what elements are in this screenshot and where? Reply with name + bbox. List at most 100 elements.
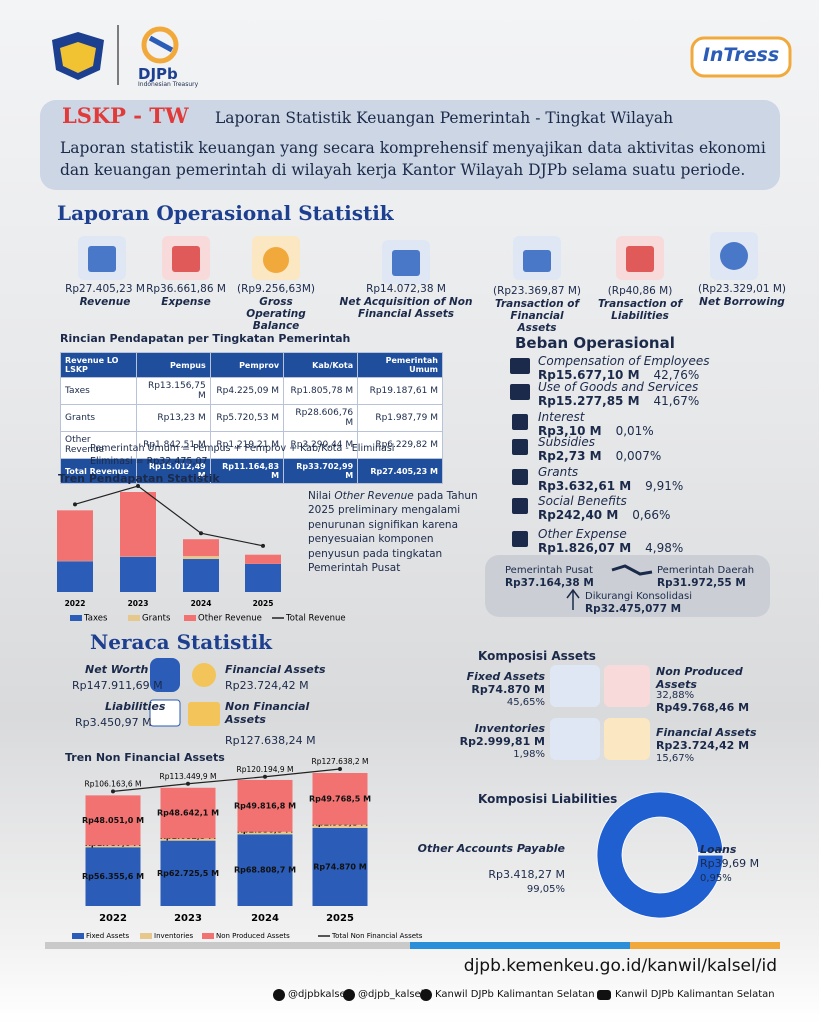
- expense-name: Social Benefits: [538, 494, 627, 508]
- table-cell: Rp19.187,61 M: [357, 377, 443, 405]
- bar-segment: [237, 779, 293, 832]
- expense-row: Rp15.677,10 M 42,76%: [538, 368, 699, 383]
- neraca-value: Rp147.911,69 M: [72, 679, 163, 692]
- liability-value: Rp3.418,27 M: [488, 868, 565, 881]
- bar-segment: [312, 824, 368, 828]
- expense-row: Rp2,73 M 0,007%: [538, 449, 661, 464]
- gov-label: Dikurangi Konsolidasi: [585, 591, 693, 602]
- table-row: Grants Rp13,23 M Rp5.720,53 M Rp28.606,76 M…: [60, 404, 443, 432]
- asset-share: 32,88%: [656, 690, 695, 701]
- x-tick-label: 2024: [251, 913, 279, 924]
- x-tick-label: 2022: [65, 599, 86, 608]
- note-text: Nilai: [308, 490, 332, 502]
- value-label: Rp49.816,8 M: [234, 801, 296, 810]
- section-title: Neraca Statistik: [90, 630, 273, 654]
- donut-slice: [596, 791, 724, 919]
- legend-swatch: [70, 615, 82, 621]
- table-header-cell: Pemerintah Umum: [357, 352, 443, 378]
- total-point: [338, 767, 342, 771]
- indicator-value: Rp36.661,86 M: [146, 283, 226, 295]
- expense-name: Compensation of Employees: [538, 354, 710, 368]
- value-label: Rp49.768,5 M: [309, 794, 371, 803]
- revenue-table: Revenue LO LSKP Pempus Pemprov Kab/Kota Peme…: [60, 352, 443, 484]
- x-tick-label: 2022: [99, 913, 127, 924]
- legend-swatch: [72, 933, 84, 939]
- expense-row: Rp15.277,85 M 41,67%: [538, 394, 699, 409]
- x-tick-label: 2024: [191, 599, 212, 608]
- indicator-label: Expense: [161, 296, 211, 308]
- section-title: Laporan Operasional Statistik: [57, 201, 394, 225]
- neraca-label: Net Worth: [85, 663, 149, 676]
- table-header-cell: Kab/Kota: [283, 352, 359, 378]
- social-icons: [273, 989, 611, 1001]
- expense-name: Interest: [538, 410, 585, 424]
- asset-share: 45,65%: [506, 697, 545, 708]
- footer-bar: [45, 942, 410, 949]
- indicator-label: Transaction of Liabilities: [597, 298, 683, 323]
- liability-share: 99,05%: [526, 884, 565, 895]
- footer-url[interactable]: djpb.kemenkeu.go.id/kanwil/kalsel/id: [463, 956, 777, 976]
- total-point: [261, 543, 265, 548]
- total-point: [111, 789, 115, 794]
- expense-value: Rp15.677,10 M: [538, 368, 640, 382]
- table-title: Rincian Pendapatan per Tingkatan Pemerin…: [60, 332, 351, 345]
- indicator-icons: [78, 232, 758, 284]
- banner-code: LSKP - TW: [62, 103, 189, 128]
- asset-value: Rp23.724,42 M: [656, 739, 750, 752]
- table-cell: Rp3.290,44 M: [283, 431, 359, 459]
- table-cell: Other Revenue: [60, 431, 137, 459]
- indicator-label: Transaction of Financial Assets: [494, 298, 580, 335]
- banner: [40, 100, 780, 190]
- table-cell: Taxes: [60, 377, 137, 405]
- bar-segment: [312, 772, 368, 825]
- table-cell: Rp1.987,79 M: [357, 404, 443, 432]
- indicator-label: Gross Operating Balance: [246, 296, 306, 333]
- indicator-value: (Rp23.369,87 M): [493, 285, 581, 297]
- legend-label: Total Non Financial Assets: [331, 932, 423, 940]
- liability-name: Other Accounts Payable: [417, 842, 565, 855]
- table-body: Taxes Rp13.156,75 M Rp4.225,09 M Rp1.805,78…: [60, 377, 443, 484]
- consolidation-icon: [566, 588, 580, 610]
- liability-value: Rp39,69 M: [700, 857, 760, 870]
- note: Nilai Other Revenue pada Tahun 2025 prel…: [308, 489, 478, 576]
- expense-value: Rp2,73 M: [538, 449, 602, 463]
- total-point: [199, 531, 203, 536]
- indicator-value: Rp27.405,23 M: [65, 283, 145, 295]
- brand: InTress: [702, 44, 780, 66]
- social[interactable]: @djpb_kalsel: [358, 989, 424, 1000]
- expense-row: Rp3.632,61 M 9,91%: [538, 479, 683, 494]
- table-cell: Rp27.405,23 M: [357, 458, 443, 484]
- bar-segment: [85, 845, 141, 848]
- legend-label: Grants: [142, 614, 171, 624]
- social[interactable]: Kanwil DJPb Kalimantan Selatan: [615, 989, 775, 1000]
- expense-name: Subsidies: [538, 435, 596, 449]
- banner-title: Laporan Statistik Keuangan Pemerintah - …: [215, 109, 674, 127]
- x-tick-label: 2023: [174, 913, 202, 924]
- gov-value: Rp31.972,55 M: [657, 577, 746, 589]
- banner-description: Laporan statistik keuangan yang secara k…: [60, 139, 766, 179]
- bar-segment: [245, 554, 281, 564]
- expense-share: 0,66%: [632, 508, 671, 522]
- expense-share: 0,01%: [615, 424, 654, 438]
- expense-name: Grants: [538, 465, 579, 479]
- emblem: [52, 32, 104, 80]
- x-tick-label: 2025: [326, 913, 354, 924]
- bar-segment: [85, 795, 141, 846]
- indicator-value: (Rp9.256,63M): [237, 283, 315, 295]
- table-cell: Rp4.225,09 M: [209, 377, 285, 405]
- expense-value: Rp3.632,61 M: [538, 479, 632, 493]
- note-emphasis: Other Revenue: [334, 490, 414, 502]
- value-label: Rp56.355,6 M: [82, 872, 144, 881]
- gov-label: Pemerintah Daerah: [657, 565, 755, 576]
- table-cell: Rp33.702,99 M: [283, 458, 359, 484]
- social[interactable]: @djpbkalsel: [288, 989, 349, 1000]
- map-icon: [611, 564, 653, 576]
- social[interactable]: Kanwil DJPb Kalimantan Selatan: [435, 989, 595, 1000]
- value-label: Rp120.194,9 M: [237, 765, 294, 774]
- expense-name: Use of Goods and Services: [538, 380, 699, 394]
- note-text: pada Tahun 2025 preliminary mengalami pe…: [308, 490, 478, 575]
- asset-name: Financial Assets: [656, 726, 757, 739]
